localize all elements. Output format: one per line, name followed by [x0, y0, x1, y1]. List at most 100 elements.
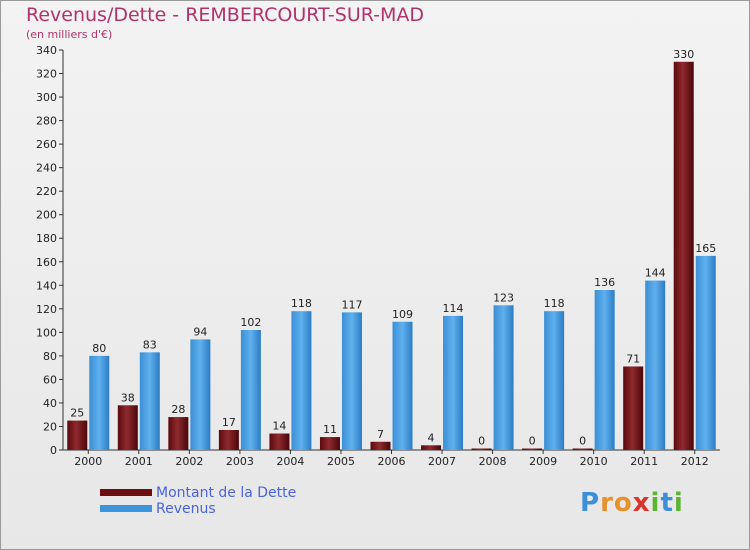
data-label-revenue: 118	[291, 297, 312, 310]
bar-revenue	[341, 312, 362, 450]
data-label-debt: 25	[70, 407, 84, 420]
bar-debt	[572, 448, 593, 450]
x-tick-label: 2008	[479, 455, 507, 468]
bar-revenue	[695, 255, 716, 450]
data-label-revenue: 165	[695, 242, 716, 255]
bar-debt	[673, 61, 694, 450]
bar-debt	[67, 420, 88, 450]
bar-debt	[421, 445, 442, 450]
bar-revenue	[493, 305, 514, 450]
y-tick-label: 80	[43, 350, 57, 363]
logo-letter: r	[600, 488, 614, 518]
logo-letter: o	[613, 488, 633, 518]
y-tick-label: 140	[36, 279, 57, 292]
data-label-debt: 0	[478, 435, 485, 448]
data-label-debt: 0	[579, 435, 586, 448]
data-label-revenue: 118	[544, 297, 565, 310]
x-tick-label: 2009	[529, 455, 557, 468]
bar-revenue	[544, 311, 565, 450]
bar-revenue	[291, 311, 312, 450]
y-tick-label: 40	[43, 397, 57, 410]
data-label-revenue: 109	[392, 308, 413, 321]
y-tick-label: 320	[36, 68, 57, 81]
y-tick-label: 340	[36, 44, 57, 57]
x-tick-label: 2005	[327, 455, 355, 468]
x-tick-label: 2007	[428, 455, 456, 468]
y-tick-label: 240	[36, 162, 57, 175]
data-label-revenue: 144	[645, 267, 666, 280]
chart-axes: 0204060801001201401601802002202402602803…	[36, 44, 720, 468]
bar-revenue	[139, 352, 160, 450]
data-label-revenue: 123	[493, 291, 514, 304]
legend-label-revenue: Revenus	[156, 501, 216, 517]
data-label-revenue: 136	[594, 276, 615, 289]
y-tick-label: 0	[50, 444, 57, 457]
proxiti-logo: Proxiti	[580, 488, 684, 518]
data-label-debt: 28	[171, 403, 185, 416]
data-label-revenue: 83	[143, 338, 157, 351]
chart-bars	[67, 61, 716, 450]
bar-revenue	[89, 355, 110, 450]
legend-swatch-revenue	[100, 505, 152, 512]
legend-swatch-debt	[100, 489, 152, 496]
y-tick-label: 300	[36, 91, 57, 104]
logo-letter: t	[660, 488, 674, 518]
x-tick-label: 2010	[580, 455, 608, 468]
bar-debt	[117, 405, 138, 450]
bar-debt	[522, 448, 543, 450]
bar-revenue	[594, 290, 615, 450]
x-tick-label: 2003	[226, 455, 254, 468]
y-tick-label: 180	[36, 232, 57, 245]
bar-revenue	[240, 330, 261, 450]
bar-revenue	[645, 280, 666, 450]
data-label-debt: 330	[673, 48, 694, 61]
legend-label-debt: Montant de la Dette	[156, 485, 297, 501]
y-tick-label: 60	[43, 373, 57, 386]
logo-letter: P	[580, 488, 601, 518]
logo-letter: i	[673, 488, 684, 518]
y-tick-label: 120	[36, 303, 57, 316]
data-label-revenue: 117	[341, 298, 362, 311]
bar-revenue	[443, 315, 464, 450]
x-tick-label: 2011	[630, 455, 658, 468]
x-tick-label: 2001	[125, 455, 153, 468]
data-label-debt: 11	[323, 423, 337, 436]
y-tick-label: 260	[36, 138, 57, 151]
x-tick-label: 2002	[175, 455, 203, 468]
x-tick-label: 2006	[378, 455, 406, 468]
y-tick-label: 160	[36, 256, 57, 269]
data-label-revenue: 80	[92, 342, 106, 355]
y-tick-label: 100	[36, 326, 57, 339]
bar-revenue	[392, 321, 413, 450]
x-tick-label: 2000	[74, 455, 102, 468]
bar-debt	[623, 366, 644, 450]
bar-debt	[471, 448, 492, 450]
data-label-revenue: 102	[240, 316, 261, 329]
x-tick-label: 2004	[276, 455, 304, 468]
bar-debt	[168, 417, 189, 450]
bar-debt	[218, 430, 239, 450]
y-tick-label: 200	[36, 209, 57, 222]
data-label-debt: 38	[121, 391, 135, 404]
chart-subtitle: (en milliers d'€)	[26, 28, 113, 41]
logo-letter: i	[650, 488, 661, 518]
bar-debt	[269, 433, 290, 450]
y-tick-label: 220	[36, 185, 57, 198]
x-tick-label: 2012	[681, 455, 709, 468]
data-label-revenue: 94	[193, 325, 207, 338]
bar-debt	[319, 437, 340, 450]
data-label-revenue: 114	[443, 302, 464, 315]
bar-revenue	[190, 339, 211, 450]
bar-debt	[370, 441, 391, 450]
data-label-debt: 7	[377, 428, 384, 441]
data-label-debt: 17	[222, 416, 236, 429]
y-tick-label: 20	[43, 420, 57, 433]
y-tick-label: 280	[36, 115, 57, 128]
data-label-debt: 4	[428, 431, 435, 444]
chart-title: Revenus/Dette - REMBERCOURT-SUR-MAD	[26, 4, 425, 26]
data-label-debt: 14	[272, 420, 286, 433]
logo-letter: x	[632, 488, 651, 518]
